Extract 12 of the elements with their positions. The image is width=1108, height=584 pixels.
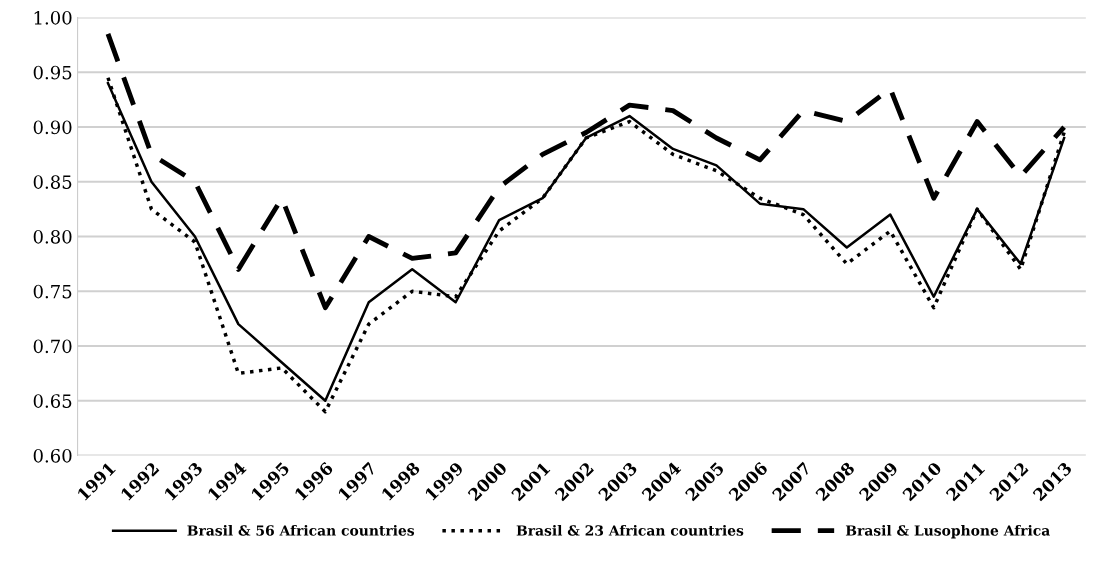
y-tick-label: 0.60 [33,448,72,463]
legend-label: Brasil & Lusophone Africa [845,524,1050,539]
y-tick-label: 0.70 [33,339,72,354]
legend-label: Brasil & 56 African countries [187,524,415,536]
y-tick-label: 0.65 [33,394,72,408]
y-tick-label: 0.80 [33,229,72,244]
y-tick-label: 0.90 [33,120,72,135]
y-tick-label: 1.00 [34,10,72,25]
y-tick-label: 0.85 [33,175,72,189]
legend-label: Brasil & 23 African countries [516,524,744,536]
y-tick-label: 0.75 [33,284,72,299]
y-tick-label: 0.95 [33,65,72,80]
